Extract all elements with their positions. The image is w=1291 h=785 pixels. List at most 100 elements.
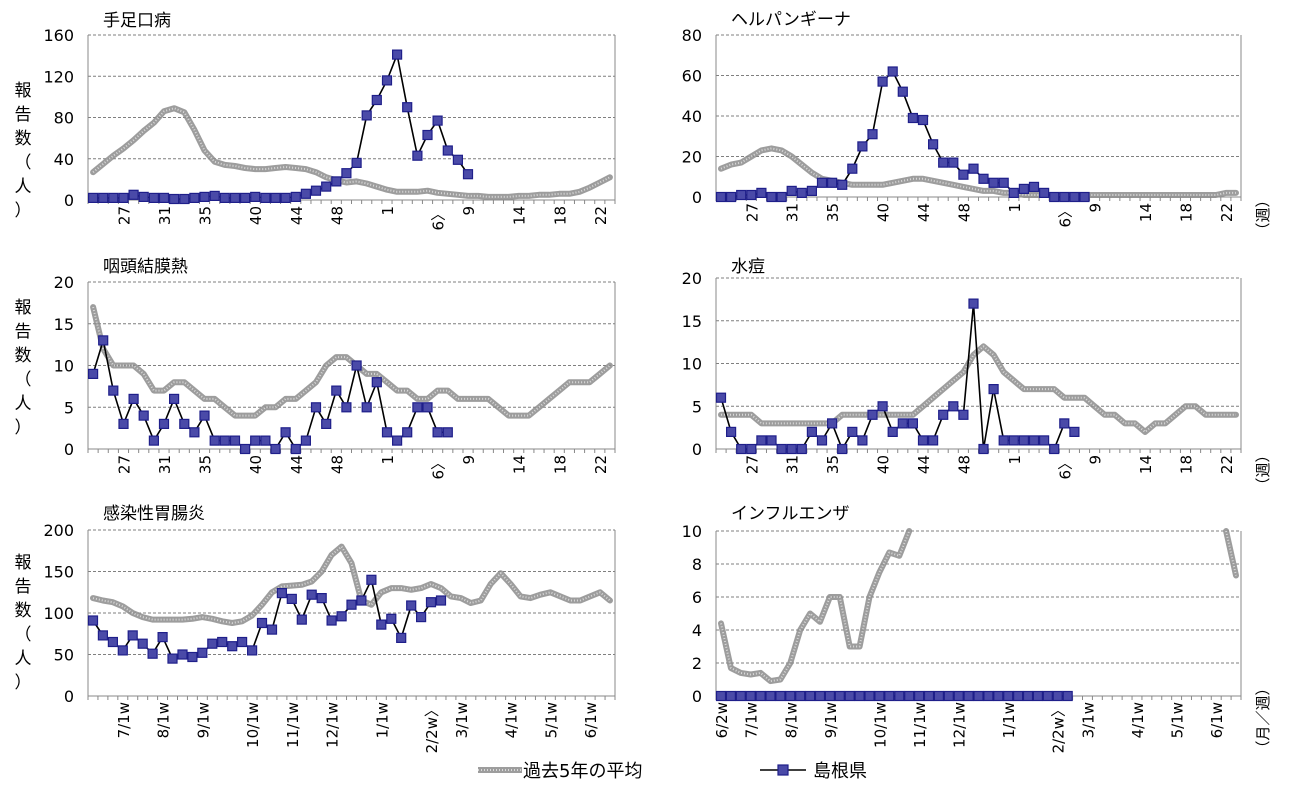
shimane-point (864, 690, 875, 702)
y-tick-label: 2 (692, 654, 702, 673)
shimane-point (796, 443, 807, 455)
shimane-point (963, 690, 974, 702)
shimane-point (867, 129, 878, 140)
shimane-point (412, 402, 423, 413)
avg-series-line (90, 304, 613, 419)
shimane-point (1008, 435, 1019, 446)
avg-series-line (90, 105, 613, 200)
shimane-point (321, 418, 332, 429)
shimane-point (402, 102, 413, 113)
shimane-point (948, 157, 959, 168)
shimane-point (425, 597, 437, 608)
shimane-point (766, 435, 777, 446)
shimane-point (217, 636, 228, 648)
y-axis-title-char: （ (15, 370, 32, 390)
shimane-point (988, 177, 999, 188)
x-tick-label: 40 (875, 203, 893, 222)
x-tick-label: 2/2w〉 (1050, 702, 1068, 753)
x-tick-label: 6〉 (1056, 203, 1074, 228)
y-tick-label: 0 (692, 687, 702, 706)
x-tick-label: 12/1w (951, 702, 969, 748)
y-axis-title-char: 数 (15, 346, 32, 366)
shimane-point (240, 192, 251, 203)
y-axis-title-char: 報 (15, 298, 32, 318)
shimane-point (361, 110, 372, 121)
shimane-point (435, 595, 447, 606)
shimane-point (406, 600, 417, 611)
shimane-point (341, 402, 352, 413)
shimane-point (310, 185, 322, 196)
shimane-point (844, 690, 855, 702)
shimane-point (187, 651, 198, 663)
shimane-point (209, 190, 220, 201)
shimane-point (968, 298, 979, 309)
y-tick-label: 15 (682, 312, 702, 331)
shimane-point (138, 410, 149, 421)
shimane-point (1018, 183, 1030, 194)
shimane-point (1012, 690, 1024, 702)
shimane-point (351, 360, 362, 371)
shimane-point (392, 49, 403, 60)
shimane-point (326, 615, 337, 626)
x-tick-label: 22 (592, 455, 610, 474)
shimane-point (973, 690, 984, 702)
shimane-point (857, 435, 868, 446)
x-tick-label: 1 (379, 206, 397, 216)
x-tick-label: 14 (1137, 455, 1155, 474)
x-tick-label: 3/1w (1079, 702, 1097, 738)
x-tick-label: 48 (328, 455, 346, 474)
shimane-point (158, 192, 170, 203)
shimane-point (776, 191, 787, 203)
y-tick-label: 6 (692, 588, 702, 607)
shimane-point (416, 611, 427, 623)
y-tick-label: 40 (54, 150, 74, 169)
shimane-point (927, 435, 939, 446)
shimane-point (874, 690, 885, 702)
shimane-point (108, 192, 119, 203)
shimane-point (207, 638, 218, 649)
shimane-point (715, 690, 727, 702)
shimane-point (462, 169, 474, 180)
shimane-point (1028, 181, 1040, 192)
shimane-point (816, 177, 828, 188)
shimane-point (270, 192, 281, 203)
x-tick-label: 6〉 (430, 455, 448, 480)
shimane-point (396, 632, 407, 644)
shimane-series-line (92, 340, 448, 451)
x-tick-label: 35 (197, 455, 215, 474)
shimane-point (786, 185, 797, 196)
y-axis-title-char: 数 (15, 601, 32, 621)
y-axis-title-char: （ (15, 153, 32, 173)
shimane-point (1059, 191, 1070, 203)
x-tick-label: 35 (197, 206, 215, 225)
shimane-point (765, 690, 776, 702)
shimane-point (806, 185, 818, 196)
shimane-point (735, 690, 746, 702)
y-tick-label: 80 (54, 109, 74, 128)
chart-title: 水痘 (731, 257, 765, 277)
shimane-point (240, 443, 251, 455)
shimane-point (189, 427, 200, 438)
y-axis-title-char: ） (15, 418, 32, 438)
shimane-point (381, 427, 393, 438)
x-tick-label: 48 (328, 206, 346, 225)
shimane-point (725, 426, 737, 437)
shimane-point (796, 187, 807, 198)
legend-avg-label: 過去5年の平均 (523, 761, 642, 781)
x-unit-label: （週） (1254, 447, 1272, 492)
shimane-point (837, 443, 848, 455)
shimane-point (158, 418, 170, 429)
shimane-point (877, 76, 888, 87)
y-axis-title-char: 告 (15, 105, 32, 125)
chart-title: ヘルパンギーナ (731, 10, 851, 30)
y-tick-label: 0 (692, 188, 702, 207)
x-tick-label: 14 (511, 206, 529, 225)
y-tick-label: 160 (43, 26, 74, 45)
shimane-point (107, 636, 119, 648)
x-tick-label: 14 (1137, 203, 1155, 222)
x-tick-label: 10/1w (244, 702, 262, 748)
shimane-point (286, 593, 297, 605)
shimane-point (1028, 435, 1040, 446)
shimane-point (907, 112, 919, 124)
y-axis-title-char: （ (15, 625, 32, 645)
